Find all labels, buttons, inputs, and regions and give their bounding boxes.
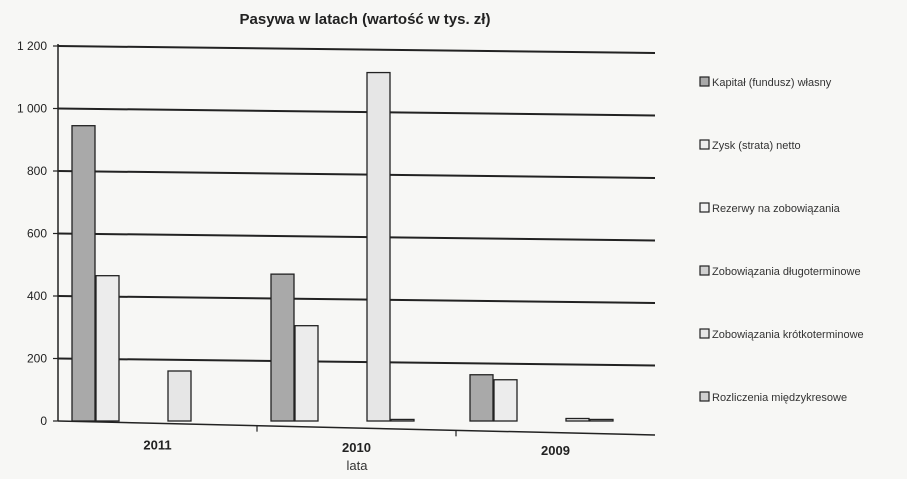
gridline bbox=[57, 232, 656, 242]
legend-label: Zobowiązania długoterminowe bbox=[712, 266, 861, 278]
legend-swatch bbox=[699, 76, 710, 87]
x-axis-label: lata bbox=[347, 458, 369, 473]
legend-swatch bbox=[699, 328, 710, 339]
legend-label: Zobowiązania krótkoterminowe bbox=[712, 329, 864, 341]
y-tick-label: 0 bbox=[40, 414, 47, 428]
bar bbox=[469, 374, 494, 422]
x-tick-label: 2011 bbox=[143, 437, 171, 452]
bar bbox=[565, 417, 590, 422]
x-axis bbox=[57, 420, 656, 436]
legend: Kapitał (fundusz) własny Zysk (strata) ne… bbox=[699, 76, 864, 404]
x-tick-label: 2009 bbox=[541, 443, 570, 458]
bar bbox=[390, 418, 415, 422]
gridline bbox=[57, 107, 656, 117]
y-tick-label: 200 bbox=[27, 352, 47, 366]
gridline bbox=[57, 170, 656, 179]
bar bbox=[71, 125, 96, 422]
chart-title: Pasywa w latach (wartość w tys. zł) bbox=[240, 11, 491, 28]
x-tick-label: 2010 bbox=[342, 440, 371, 455]
legend-label: Zysk (strata) netto bbox=[712, 140, 801, 152]
legend-label: Rezerwy na zobowiązania bbox=[712, 203, 841, 215]
bars bbox=[71, 71, 614, 422]
bar bbox=[95, 275, 120, 422]
bar bbox=[167, 370, 192, 422]
gridline bbox=[57, 357, 656, 367]
bar bbox=[589, 418, 614, 422]
gridlines bbox=[57, 45, 656, 367]
bar bbox=[493, 379, 518, 422]
y-tick-label: 600 bbox=[27, 227, 47, 241]
bar bbox=[270, 273, 295, 422]
y-tick-label: 400 bbox=[27, 289, 47, 303]
y-tick-label: 1 000 bbox=[17, 102, 47, 116]
y-tick-label: 800 bbox=[27, 164, 47, 178]
gridline bbox=[57, 45, 656, 54]
legend-swatch bbox=[699, 139, 710, 150]
legend-swatch bbox=[699, 265, 710, 276]
bar bbox=[366, 71, 391, 422]
legend-label: Kapitał (fundusz) własny bbox=[712, 77, 832, 89]
legend-label: Rozliczenia międzykresowe bbox=[712, 392, 847, 404]
gridline bbox=[57, 295, 656, 304]
legend-swatch bbox=[699, 202, 710, 213]
legend-swatch bbox=[699, 391, 710, 402]
axes: 0 200 400 600 800 1 000 1 200 2011 2010 2009 bbox=[17, 39, 656, 458]
bar bbox=[294, 325, 319, 422]
y-tick-label: 1 200 bbox=[17, 39, 47, 53]
